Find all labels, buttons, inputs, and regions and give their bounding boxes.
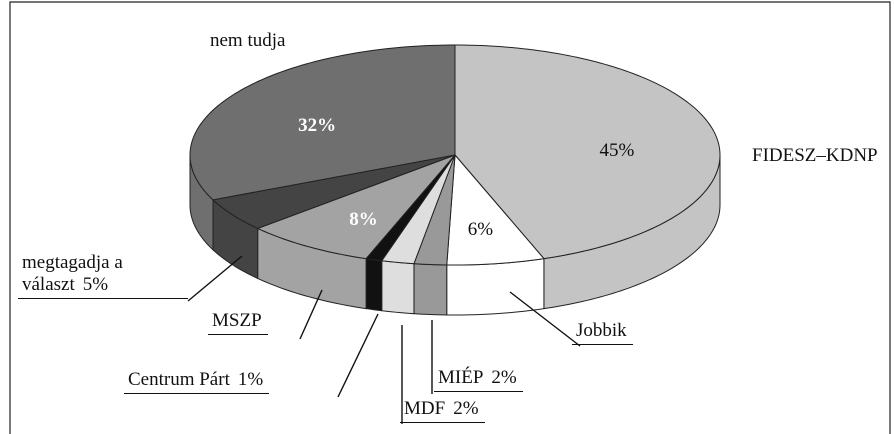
slice-label: MSZP [208, 310, 268, 335]
value-label: 8% [349, 208, 378, 230]
slice-label: MDF 2% [400, 398, 485, 423]
slice-label: FIDESZ–KDNP [752, 145, 878, 166]
slice [189, 44, 456, 201]
value-label: 1% [237, 369, 264, 390]
leader-line [509, 291, 581, 347]
value-label: 2% [453, 398, 479, 419]
value-label: 6% [467, 219, 494, 241]
slice-label: Centrum Párt 1% [124, 369, 270, 394]
slice-side [413, 263, 448, 316]
slice [256, 154, 456, 260]
slice [211, 154, 456, 229]
value-label: 45% [599, 140, 635, 162]
leader-line [187, 255, 243, 302]
leader-line [337, 313, 379, 398]
slice-label: MIÉP 2% [434, 367, 523, 392]
value-label: 5% [82, 274, 109, 295]
value-label: 32% [298, 114, 337, 136]
leader-line [299, 289, 323, 340]
slice-label: nem tudja [210, 30, 286, 51]
slice-side [365, 258, 383, 312]
slice [446, 153, 545, 266]
slice-label: Jobbik [572, 320, 633, 345]
value-label: 2% [491, 367, 517, 388]
slice [454, 44, 721, 260]
frame [9, 1, 891, 434]
slice-label: megtagadja a választ 5% [18, 252, 188, 299]
slice-side [381, 260, 415, 315]
